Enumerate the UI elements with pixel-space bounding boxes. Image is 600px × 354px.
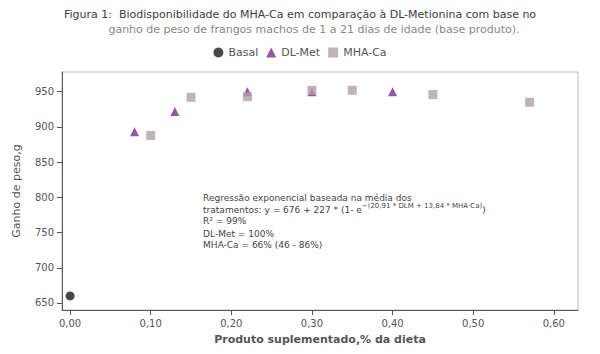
svg-text:0,20: 0,20 <box>220 318 242 329</box>
svg-text:DL-Met = 100%: DL-Met = 100% <box>203 229 274 239</box>
svg-text:0,30: 0,30 <box>301 318 323 329</box>
svg-text:Produto suplementado,% da diet: Produto suplementado,% da dieta <box>214 333 426 346</box>
svg-text:0,60: 0,60 <box>543 318 565 329</box>
svg-text:950: 950 <box>35 86 54 97</box>
svg-text:Ganho de peso,g: Ganho de peso,g <box>10 144 23 237</box>
svg-text:Regressão exponencial baseada: Regressão exponencial baseada na média d… <box>203 193 412 204</box>
svg-text:0,10: 0,10 <box>140 318 162 329</box>
svg-text:750: 750 <box>35 227 54 238</box>
svg-text:Basal: Basal <box>228 46 258 59</box>
svg-text:0,40: 0,40 <box>381 318 403 329</box>
svg-text:MHA-Ca: MHA-Ca <box>343 46 386 59</box>
svg-text:800: 800 <box>35 192 54 203</box>
svg-text:850: 850 <box>35 157 54 168</box>
svg-text:0,00: 0,00 <box>59 318 81 329</box>
svg-text:−(20,91 * DLM + 13,84 * MHA·Ca: −(20,91 * DLM + 13,84 * MHA·Ca) <box>362 202 483 210</box>
svg-text:): ) <box>482 205 486 215</box>
svg-text:650: 650 <box>35 297 54 308</box>
svg-text:ganho de peso de frangos macho: ganho de peso de frangos machos de 1 a 2… <box>80 23 519 36</box>
svg-text:tratamentos: y = 676 + 227 * (: tratamentos: y = 676 + 227 * (1- e <box>203 205 362 215</box>
svg-text:MHA-Ca = 66% (46 - 86%): MHA-Ca = 66% (46 - 86%) <box>203 240 322 250</box>
svg-text:Figura 1: Biodisponibilidade: Figura 1: Biodisponibilidade do MHA-Ca e… <box>64 8 536 21</box>
svg-text:DL-Met: DL-Met <box>281 46 321 59</box>
svg-text:R² = 99%: R² = 99% <box>203 216 247 226</box>
svg-text:0,50: 0,50 <box>462 318 484 329</box>
svg-text:700: 700 <box>35 262 54 273</box>
svg-text:900: 900 <box>35 121 54 132</box>
